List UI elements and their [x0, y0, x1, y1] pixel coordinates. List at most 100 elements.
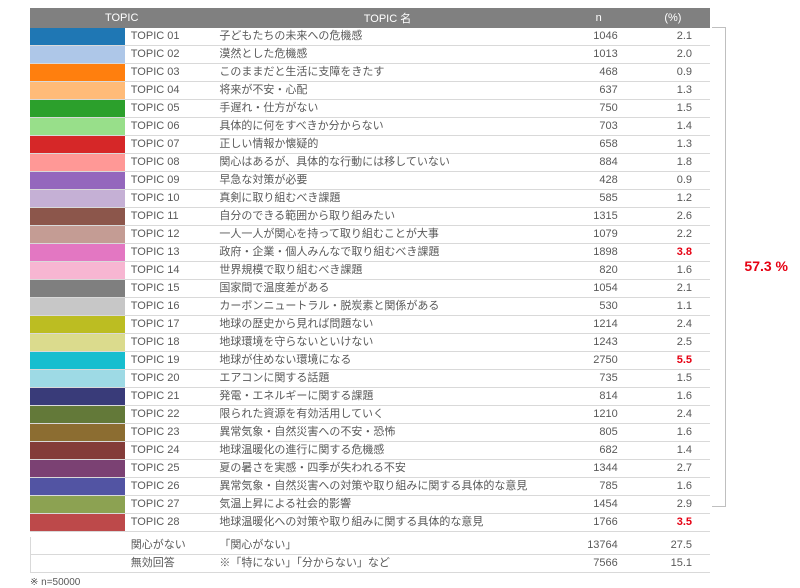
topic-n: 585 — [562, 190, 636, 208]
topic-name: 地球環境を守らないといけない — [213, 334, 561, 352]
topic-name: 正しい情報か懐疑的 — [213, 136, 561, 154]
topic-name: 政府・企業・個人みんなで取り組むべき課題 — [213, 244, 561, 262]
topic-name: 地球が住めない環境になる — [213, 352, 561, 370]
table-row: TOPIC 05手遅れ・仕方がない7501.5 — [30, 100, 710, 118]
topic-code: TOPIC 07 — [125, 136, 214, 154]
topic-n: 1079 — [562, 226, 636, 244]
table-row: TOPIC 16カーボンニュートラル・脱炭素と関係がある5301.1 — [30, 298, 710, 316]
topic-pct: 2.9 — [636, 496, 710, 514]
topic-name: 地球の歴史から見れば問題ない — [213, 316, 561, 334]
header-pct: (%) — [636, 8, 710, 28]
table-row: TOPIC 23異常気象・自然災害への不安・恐怖8051.6 — [30, 424, 710, 442]
table-row: TOPIC 25夏の暑さを実感・四季が失われる不安13442.7 — [30, 460, 710, 478]
color-swatch — [30, 537, 125, 554]
color-swatch — [30, 460, 125, 477]
topic-pct: 2.0 — [636, 46, 710, 64]
color-swatch — [30, 442, 125, 459]
topic-code: TOPIC 17 — [125, 316, 214, 334]
topic-code: TOPIC 09 — [125, 172, 214, 190]
topic-code: TOPIC 25 — [125, 460, 214, 478]
table-row: TOPIC 07正しい情報か懐疑的6581.3 — [30, 136, 710, 154]
topic-n: 750 — [562, 100, 636, 118]
topic-pct: 1.6 — [636, 262, 710, 280]
topic-name: ※「特にない」「分からない」など — [213, 555, 561, 573]
topic-code: TOPIC 03 — [125, 64, 214, 82]
topic-name: 発電・エネルギーに関する課題 — [213, 388, 561, 406]
color-swatch — [30, 406, 125, 423]
topic-n: 1898 — [562, 244, 636, 262]
color-swatch — [30, 226, 125, 243]
topic-code: TOPIC 18 — [125, 334, 214, 352]
topic-n: 1054 — [562, 280, 636, 298]
color-swatch — [30, 388, 125, 405]
topic-n: 2750 — [562, 352, 636, 370]
topic-code: TOPIC 13 — [125, 244, 214, 262]
topic-code: 関心がない — [125, 537, 214, 555]
topic-pct: 1.4 — [636, 118, 710, 136]
topic-n: 428 — [562, 172, 636, 190]
topic-name: 気温上昇による社会的影響 — [213, 496, 561, 514]
header-topic: TOPIC — [30, 8, 213, 28]
table-row: TOPIC 22限られた資源を有効活用していく12102.4 — [30, 406, 710, 424]
topic-code: TOPIC 02 — [125, 46, 214, 64]
color-swatch — [30, 478, 125, 495]
topic-n: 682 — [562, 442, 636, 460]
table-row: TOPIC 03このままだと生活に支障をきたす4680.9 — [30, 64, 710, 82]
topic-name: 手遅れ・仕方がない — [213, 100, 561, 118]
topic-code: TOPIC 15 — [125, 280, 214, 298]
topic-name: 一人一人が関心を持って取り組むことが大事 — [213, 226, 561, 244]
topic-pct: 2.4 — [636, 316, 710, 334]
topic-pct: 2.7 — [636, 460, 710, 478]
topic-code: TOPIC 08 — [125, 154, 214, 172]
topic-code: TOPIC 24 — [125, 442, 214, 460]
topic-n: 658 — [562, 136, 636, 154]
table-row: TOPIC 12一人一人が関心を持って取り組むことが大事10792.2 — [30, 226, 710, 244]
topic-name: 地球温暖化の進行に関する危機感 — [213, 442, 561, 460]
topic-name: 早急な対策が必要 — [213, 172, 561, 190]
topic-code: TOPIC 20 — [125, 370, 214, 388]
topic-n: 468 — [562, 64, 636, 82]
topic-name: 真剣に取り組むべき課題 — [213, 190, 561, 208]
topic-pct: 2.1 — [636, 28, 710, 46]
topic-name: 漠然とした危機感 — [213, 46, 561, 64]
topic-n: 735 — [562, 370, 636, 388]
topic-name: カーボンニュートラル・脱炭素と関係がある — [213, 298, 561, 316]
color-swatch — [30, 208, 125, 225]
topic-pct: 1.3 — [636, 82, 710, 100]
header-n: n — [562, 8, 636, 28]
table-row: 無効回答※「特にない」「分からない」など756615.1 — [30, 555, 710, 573]
color-swatch — [30, 316, 125, 333]
table-row: TOPIC 18地球環境を守らないといけない12432.5 — [30, 334, 710, 352]
topic-n: 703 — [562, 118, 636, 136]
topic-pct: 2.6 — [636, 208, 710, 226]
topic-n: 1046 — [562, 28, 636, 46]
topic-name: 地球温暖化への対策や取り組みに関する具体的な意見 — [213, 514, 561, 532]
color-swatch — [30, 496, 125, 513]
topic-name: 具体的に何をすべきか分からない — [213, 118, 561, 136]
table-row: TOPIC 06具体的に何をすべきか分からない7031.4 — [30, 118, 710, 136]
topic-pct: 15.1 — [636, 555, 710, 573]
table-row: TOPIC 21発電・エネルギーに関する課題8141.6 — [30, 388, 710, 406]
topic-pct: 1.1 — [636, 298, 710, 316]
topic-pct: 5.5 — [636, 352, 710, 370]
topic-name: 国家間で温度差がある — [213, 280, 561, 298]
topic-name: 自分のできる範囲から取り組みたい — [213, 208, 561, 226]
topic-pct: 1.5 — [636, 100, 710, 118]
topic-pct: 3.5 — [636, 514, 710, 532]
topic-n: 1214 — [562, 316, 636, 334]
color-swatch — [30, 244, 125, 261]
topic-n: 530 — [562, 298, 636, 316]
topic-name: 異常気象・自然災害への対策や取り組みに関する具体的な意見 — [213, 478, 561, 496]
topic-pct: 2.5 — [636, 334, 710, 352]
table-row: TOPIC 19地球が住めない環境になる27505.5 — [30, 352, 710, 370]
topic-n: 637 — [562, 82, 636, 100]
topic-n: 1315 — [562, 208, 636, 226]
topic-n: 1344 — [562, 460, 636, 478]
topic-code: TOPIC 05 — [125, 100, 214, 118]
table-row: TOPIC 20エアコンに関する話題7351.5 — [30, 370, 710, 388]
topic-code: TOPIC 14 — [125, 262, 214, 280]
topic-pct: 1.2 — [636, 190, 710, 208]
topic-n: 820 — [562, 262, 636, 280]
color-swatch — [30, 280, 125, 297]
table-row: TOPIC 01子どもたちの未来への危機感10462.1 — [30, 28, 710, 46]
